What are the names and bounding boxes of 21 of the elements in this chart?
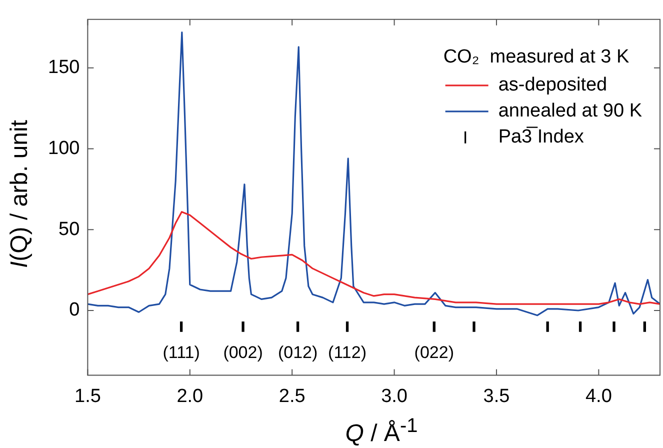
- x-tick-label: 2.5: [278, 386, 306, 407]
- x-tick-label: 4.0: [585, 386, 612, 407]
- y-tick-label: 0: [69, 300, 80, 321]
- legend-label: annealed at 90 K: [498, 100, 642, 122]
- legend-label: Pa3̅ Index: [498, 126, 584, 148]
- x-tick-label: 2.0: [176, 386, 204, 407]
- annotation: (022): [414, 343, 454, 362]
- y-tick-label: 100: [48, 138, 80, 160]
- legend-label: as-deposited: [498, 74, 608, 96]
- annotation: (012): [278, 343, 318, 362]
- x-tick-label: 3.0: [381, 386, 408, 407]
- annotation: (111): [162, 343, 200, 362]
- y-axis-title: I(Q) / arb. unit: [6, 118, 34, 270]
- x-tick-label: 1.5: [74, 386, 101, 407]
- x-tick-label: 3.5: [483, 386, 510, 407]
- legend-title: CO₂ measured at 3 K: [443, 46, 630, 68]
- annotation: (002): [223, 343, 263, 362]
- annotation: (112): [328, 343, 366, 362]
- y-tick-label: 150: [48, 57, 80, 78]
- y-tick-label: 50: [58, 218, 80, 240]
- x-axis-title: Q / Å$^{-1}$: [344, 415, 419, 448]
